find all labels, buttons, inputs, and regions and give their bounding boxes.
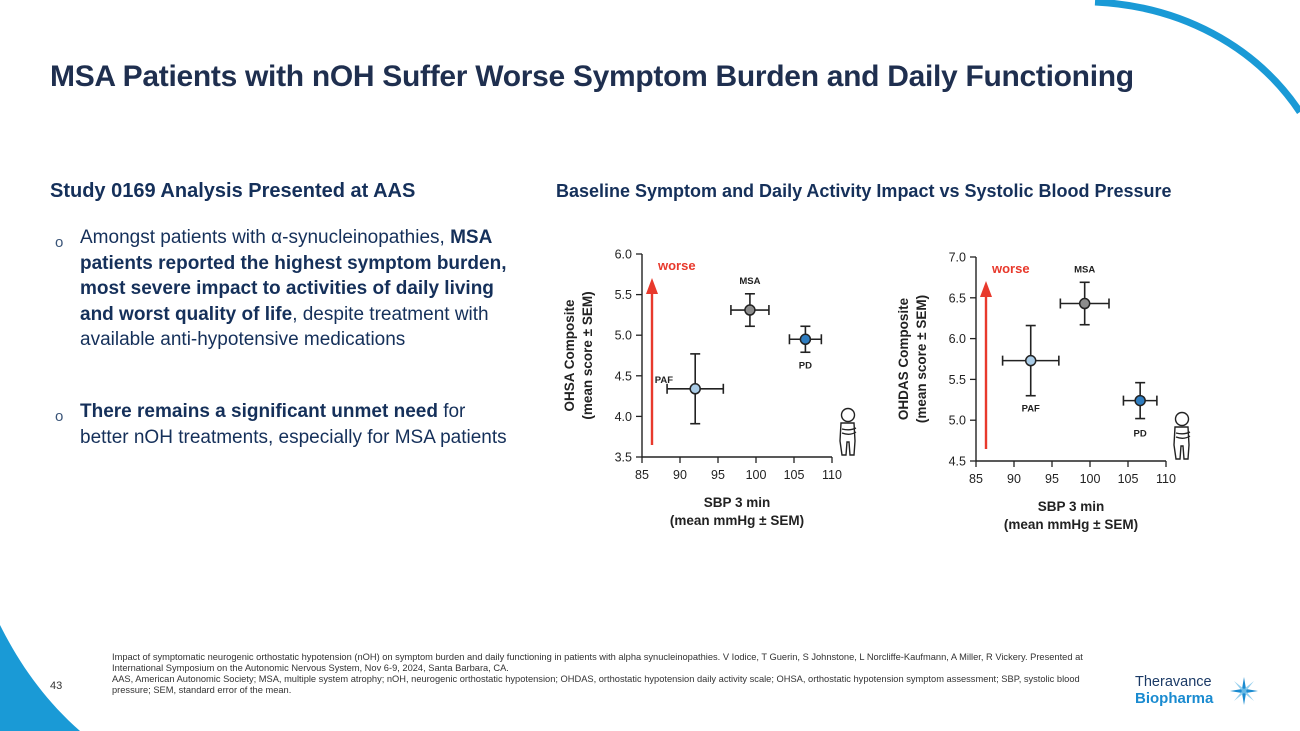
- chart2-y-tick-label: 5.5: [949, 373, 966, 387]
- chart1-paf-label: PAF: [655, 375, 673, 386]
- chart2-x-tick-label: 90: [1007, 472, 1021, 486]
- chart1-y-tick-label: 4.0: [615, 410, 632, 424]
- bullet2-text: for better nOH treatments, especially fo…: [80, 401, 507, 448]
- chart1-msa-point: [744, 304, 756, 316]
- chart1-x-tick-label: 95: [711, 468, 725, 482]
- chart1-person-icon-body: [839, 422, 856, 456]
- chart1-worse-label: worse: [657, 258, 696, 273]
- bullet-marker: o: [55, 234, 64, 251]
- chart1-person-icon: [840, 407, 856, 423]
- chart1-y-tick-label: 3.5: [615, 451, 632, 465]
- footnote-citation: Impact of symptomatic neurogenic orthost…: [112, 652, 1083, 673]
- page-number: 43: [50, 680, 63, 692]
- charts-heading: Baseline Symptom and Daily Activity Impa…: [556, 181, 1172, 201]
- logo-star-icon: [1230, 677, 1258, 705]
- chart1-worse-arrow-head: [646, 278, 658, 294]
- bullet1-bold: MSA patients reported the highest sympto…: [80, 227, 507, 325]
- chart1-pd-label: PD: [799, 360, 812, 371]
- chart2-person-icon: [1174, 411, 1190, 427]
- chart2-x-axis-subtitle: (mean mmHg ± SEM): [1004, 517, 1138, 532]
- company-logo: Theravance Biopharma: [1135, 674, 1265, 710]
- bullet1-text-b: , despite treatment with available anti-…: [80, 303, 489, 351]
- chart2-x-tick-label: 85: [969, 472, 983, 486]
- chart2-y-axis-title: OHDAS Composite: [896, 297, 911, 420]
- chart1-x-axis-title: SBP 3 min: [704, 495, 771, 510]
- chart1-x-axis-subtitle: (mean mmHg ± SEM): [670, 513, 804, 528]
- chart2-person-icon-body: [1173, 426, 1190, 460]
- chart2-y-tick-label: 7.0: [949, 251, 966, 265]
- chart2-pd-label: PD: [1134, 429, 1147, 440]
- chart2-x-tick-label: 110: [1156, 472, 1176, 486]
- chart2-x-tick-label: 95: [1045, 472, 1059, 486]
- chart1-y-tick-label: 5.0: [615, 329, 632, 343]
- footnote: Impact of symptomatic neurogenic orthost…: [112, 652, 1112, 696]
- bullet-msa-burden: o Amongst patients with α-synucleinopath…: [55, 225, 515, 353]
- chart1-y-axis-title: OHSA Composite: [562, 299, 577, 411]
- chart1-x-tick-label: 100: [746, 468, 767, 482]
- bullet1-text-a: Amongst patients with α-synucleinopathie…: [80, 227, 451, 248]
- chart2-paf-label: PAF: [1022, 404, 1040, 415]
- logo-line2: Biopharma: [1135, 690, 1214, 707]
- slide-title: MSA Patients with nOH Suffer Worse Sympt…: [50, 60, 1134, 93]
- study-heading: Study 0169 Analysis Presented at AAS: [50, 180, 416, 202]
- bullet-unmet-need: o There remains a significant unmet need…: [55, 399, 515, 450]
- chart1-x-tick-label: 85: [635, 468, 649, 482]
- footnote-abbreviations: AAS, American Autonomic Society; MSA, mu…: [112, 674, 1080, 695]
- chart2-worse-label: worse: [991, 261, 1030, 276]
- chart2-worse-arrow-head: [980, 281, 992, 297]
- chart2-y-tick-label: 6.0: [949, 332, 966, 346]
- chart1-y-tick-label: 6.0: [615, 248, 632, 262]
- chart2-y-axis-subtitle: (mean score ± SEM): [914, 295, 929, 423]
- chart1-paf-point: [689, 383, 701, 395]
- chart1-y-tick-label: 4.5: [615, 369, 632, 383]
- chart1-pd-point: [799, 333, 812, 346]
- chart2-paf-point: [1024, 354, 1037, 367]
- chart2-person-icon-arms: [1175, 431, 1191, 439]
- chart1-y-axis-subtitle: (mean score ± SEM): [580, 291, 595, 419]
- chart2-x-axis-title: SBP 3 min: [1038, 499, 1105, 514]
- chart1-msa-label: MSA: [739, 276, 760, 287]
- chart1-x-tick-label: 110: [822, 468, 842, 482]
- chart1-person-icon-arms: [841, 427, 857, 435]
- chart2-msa-point: [1078, 297, 1091, 310]
- chart1-x-tick-label: 105: [784, 468, 805, 482]
- chart2-x-tick-label: 100: [1080, 472, 1101, 486]
- logo-line1: Theravance: [1135, 674, 1212, 690]
- chart2-y-tick-label: 5.0: [949, 414, 966, 428]
- chart2-x-tick-label: 105: [1118, 472, 1139, 486]
- chart2-pd-point: [1134, 394, 1146, 407]
- chart2-y-tick-label: 6.5: [949, 291, 966, 305]
- chart2-y-tick-label: 4.5: [949, 455, 966, 469]
- chart1-x-tick-label: 90: [673, 468, 687, 482]
- bullet-marker: o: [55, 408, 64, 425]
- bullet2-bold: There remains a significant unmet need: [80, 401, 438, 422]
- chart1-y-tick-label: 5.5: [615, 288, 632, 302]
- chart2-msa-label: MSA: [1074, 264, 1095, 275]
